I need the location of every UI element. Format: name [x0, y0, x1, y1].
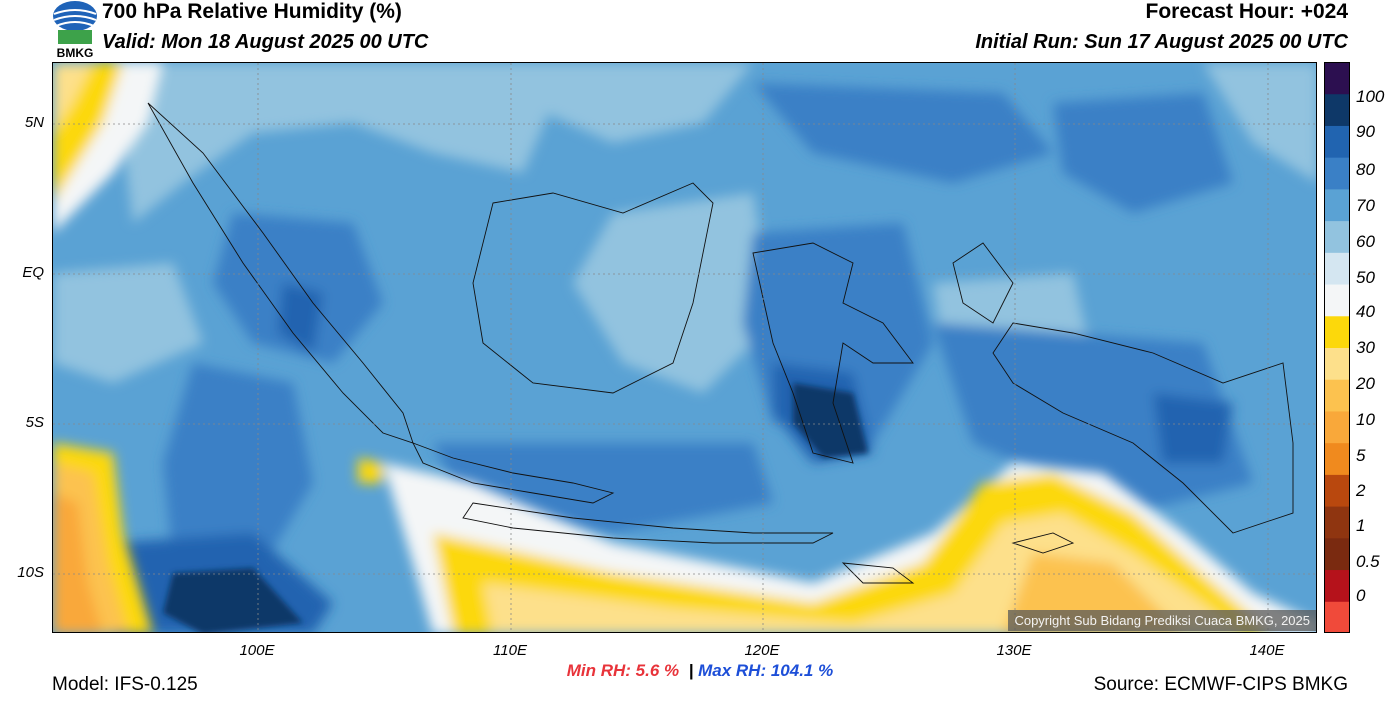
map-title: 700 hPa Relative Humidity (%) — [102, 0, 402, 23]
stats-separator: | — [688, 661, 694, 680]
colorbar-segment — [1324, 410, 1350, 444]
colorbar-label-20: 20 — [1356, 374, 1375, 393]
colorbar-label-5: 5 — [1356, 446, 1366, 465]
lon-label-120e: 120E — [744, 642, 780, 659]
lon-label-110e: 110E — [493, 642, 527, 659]
bmkg-logo: BMKG — [52, 0, 98, 60]
source-label: Source: ECMWF-CIPS BMKG — [1093, 674, 1348, 695]
lat-label-10s: 10S — [17, 564, 44, 581]
colorbar-label-1: 1 — [1356, 516, 1366, 535]
colorbar-segment — [1324, 157, 1350, 190]
lat-label-eq: EQ — [22, 264, 44, 281]
colorbar-segment — [1324, 506, 1350, 539]
colorbar-segment — [1324, 93, 1350, 126]
lon-label-100e: 100E — [239, 642, 275, 659]
colorbar-label-30: 30 — [1356, 338, 1375, 357]
colorbar-segment — [1324, 537, 1350, 571]
colorbar-segment — [1324, 220, 1350, 253]
model-label: Model: IFS-0.125 — [52, 674, 198, 695]
colorbar-label-70: 70 — [1356, 196, 1375, 215]
lon-label-130e: 130E — [996, 642, 1032, 659]
colorbar-segment — [1324, 474, 1350, 507]
colorbar-segment — [1324, 569, 1350, 602]
colorbar-label-2: 2 — [1356, 481, 1366, 500]
colorbar-segment — [1324, 188, 1350, 222]
colorbar-segment — [1324, 347, 1350, 380]
colorbar-label-100: 100 — [1356, 87, 1385, 106]
colorbar-label-0: 0 — [1356, 586, 1366, 605]
colorbar-segment — [1324, 62, 1350, 95]
colorbar-label-50: 50 — [1356, 268, 1375, 287]
colorbar-label-40: 40 — [1356, 302, 1375, 321]
lat-label-5n: 5N — [24, 114, 44, 131]
logo-text: BMKG — [57, 46, 94, 60]
colorbar-segment — [1324, 125, 1350, 158]
initial-run: Initial Run: Sun 17 August 2025 00 UTC — [975, 31, 1348, 53]
colorbar-label-60: 60 — [1356, 232, 1375, 251]
colorbar-label-0-5: 0.5 — [1356, 552, 1380, 571]
colorbar-segment — [1324, 601, 1350, 634]
lat-label-5s: 5S — [25, 414, 44, 431]
colorbar-border — [1324, 62, 1350, 633]
colorbar-segment — [1324, 284, 1350, 317]
colorbar — [1324, 62, 1350, 634]
copyright-note: Copyright Sub Bidang Prediksi Cuaca BMKG… — [1008, 610, 1316, 631]
colorbar-label-90: 90 — [1356, 122, 1375, 141]
colorbar-label-10: 10 — [1356, 410, 1375, 429]
colorbar-segment — [1324, 252, 1350, 285]
rh-stats: Min RH: 5.6 % | Max RH: 104.1 % — [0, 661, 1400, 681]
lon-label-140e: 140E — [1249, 642, 1285, 659]
colorbar-segment — [1324, 442, 1350, 475]
valid-time: Valid: Mon 18 August 2025 00 UTC — [102, 31, 429, 53]
min-rh: Min RH: 5.6 % — [566, 661, 680, 680]
humidity-map — [52, 62, 1317, 633]
colorbar-segment — [1324, 315, 1350, 348]
forecast-hour: Forecast Hour: +024 — [1145, 0, 1349, 23]
colorbar-segment — [1324, 379, 1350, 412]
colorbar-label-80: 80 — [1356, 160, 1375, 179]
max-rh: Max RH: 104.1 % — [698, 661, 834, 680]
